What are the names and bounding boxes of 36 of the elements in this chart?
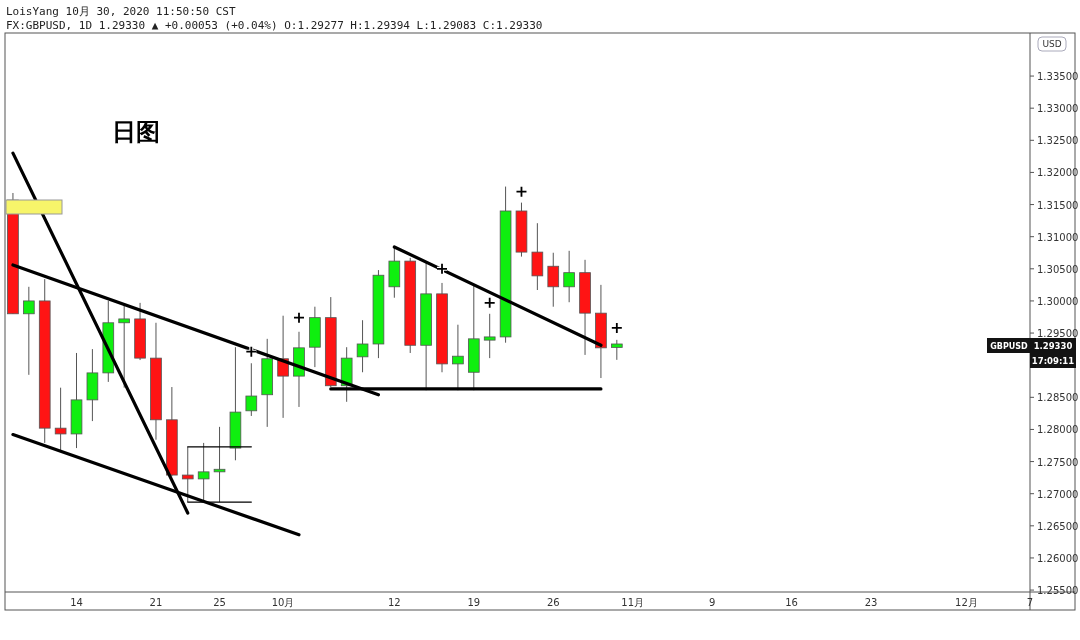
y-tick-label: 1.30500 xyxy=(1037,263,1079,275)
y-tick-label: 1.33000 xyxy=(1037,103,1079,115)
x-tick-label: 19 xyxy=(467,597,481,608)
chart-subtitle: FX:GBPUSD, 1D 1.29330 ▲ +0.00053 (+0.04%) O:1.29277 H:1.29394 L:1.29083 C:1.29330 xyxy=(6,19,543,32)
x-tick-label: 12 xyxy=(387,597,401,608)
x-tick-label: 11月 xyxy=(621,597,645,608)
y-tick-label: 1.32000 xyxy=(1037,167,1079,179)
y-tick-label: 1.31500 xyxy=(1037,199,1079,211)
annotation: 日图 xyxy=(112,118,160,146)
chart-title: LoisYang 10月 30, 2020 11:50:50 CST xyxy=(6,5,236,18)
y-tick-label: 1.31000 xyxy=(1037,231,1079,243)
y-tick-label: 1.33500 xyxy=(1037,71,1079,83)
x-tick-label: 12月 xyxy=(955,597,978,608)
annotation: 1.29330 xyxy=(1033,341,1073,351)
y-tick-label: 1.26500 xyxy=(1037,520,1079,532)
y-tick-label: 1.29500 xyxy=(1037,328,1079,340)
y-tick-label: 1.27000 xyxy=(1037,488,1079,500)
annotation: GBPUSD xyxy=(990,342,1029,351)
annotation: 17:09:11 xyxy=(1031,356,1075,366)
y-tick-label: 1.30000 xyxy=(1037,295,1079,307)
y-tick-label: 1.27500 xyxy=(1037,456,1079,468)
y-tick-label: 1.26000 xyxy=(1037,552,1079,564)
x-tick-label: 25 xyxy=(213,597,226,608)
x-tick-label: 21 xyxy=(149,597,163,608)
x-tick-label: 26 xyxy=(546,597,560,608)
x-tick-label: 14 xyxy=(70,597,83,608)
y-tick-label: 1.28500 xyxy=(1037,392,1079,404)
x-tick-label: 7 xyxy=(1026,597,1034,608)
y-tick-label: 1.28000 xyxy=(1037,424,1079,436)
x-tick-label: 16 xyxy=(785,597,798,608)
y-tick-label: 1.32500 xyxy=(1037,135,1079,147)
x-tick-label: 9 xyxy=(708,597,716,608)
x-tick-label: 23 xyxy=(864,597,878,608)
x-tick-label: 10月 xyxy=(271,597,295,608)
text: USD xyxy=(1042,39,1062,49)
y-tick-label: 1.25500 xyxy=(1037,585,1079,597)
